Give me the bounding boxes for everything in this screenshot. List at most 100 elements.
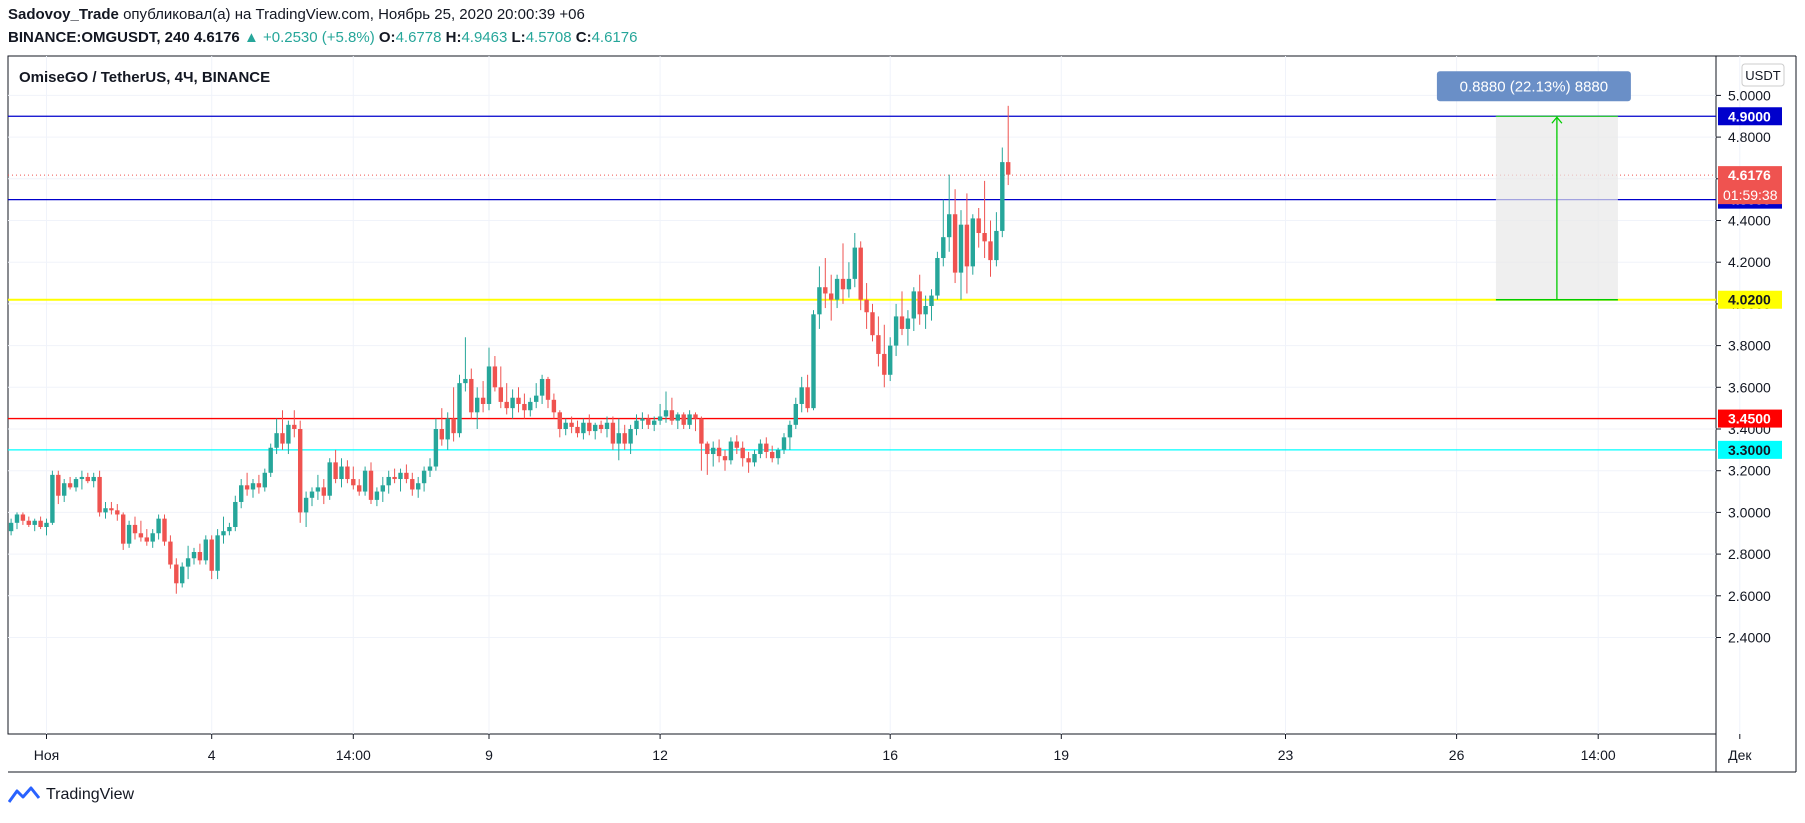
candle	[50, 470, 55, 525]
candle-body	[781, 437, 787, 450]
candle-body	[362, 470, 368, 492]
candle	[628, 424, 633, 455]
candle-body	[610, 422, 616, 444]
candle	[557, 410, 562, 438]
currency-badge[interactable]	[1741, 63, 1785, 87]
candle-body	[469, 378, 474, 413]
candle-body	[486, 366, 492, 404]
level-label-bg-support-4.02	[1718, 290, 1782, 309]
candle	[917, 274, 922, 325]
candle	[73, 476, 79, 492]
level-label-bg-support-3.30	[1718, 440, 1782, 459]
candle-body	[551, 399, 557, 413]
candle	[351, 466, 356, 490]
candle	[988, 220, 993, 277]
candle	[180, 562, 185, 588]
candle-body	[150, 533, 155, 542]
low-value: 4.5708	[525, 29, 572, 46]
tradingview-logo[interactable]: TradingView	[8, 786, 134, 804]
candle-body	[380, 485, 385, 492]
candle-body	[268, 447, 273, 473]
candle-body	[91, 476, 96, 482]
candle-body	[557, 412, 562, 429]
candle-body	[280, 433, 285, 444]
candle-body	[829, 293, 834, 300]
candle-body	[168, 541, 173, 565]
author-name[interactable]: Sadovoy_Trade	[8, 6, 119, 23]
candle	[439, 408, 444, 446]
candle-body	[764, 443, 769, 452]
candle	[817, 266, 822, 329]
candle-body	[392, 476, 397, 480]
candle-body	[333, 462, 338, 480]
time-tick-label: 16	[882, 747, 898, 763]
candle	[858, 241, 863, 311]
candle-body	[298, 429, 303, 513]
candle	[793, 397, 798, 429]
candle-body	[811, 314, 816, 409]
candle	[392, 468, 397, 484]
candle-body	[834, 278, 840, 300]
candle-body	[669, 410, 675, 421]
price-tick-label: 3.0000	[1728, 504, 1771, 520]
candle-body	[421, 470, 427, 484]
candle	[221, 516, 226, 544]
candle-body	[262, 472, 267, 488]
candle-body	[445, 418, 450, 440]
candle	[593, 422, 598, 440]
candle-body	[657, 416, 663, 421]
candle	[510, 389, 515, 419]
candle-body	[233, 501, 238, 527]
candle-body	[593, 424, 598, 432]
candle-body	[374, 491, 380, 500]
candle-body	[73, 479, 79, 488]
price-tick-label: 4.4000	[1728, 213, 1771, 229]
candle-body	[758, 443, 763, 455]
candle	[899, 291, 905, 336]
candle-body	[368, 470, 374, 500]
candle-body	[640, 418, 645, 421]
price-range-measure[interactable]: 0.8880 (22.13%) 8880	[1436, 71, 1631, 301]
price-tick-label: 4.8000	[1728, 129, 1771, 145]
level-label-bg-support-3.45	[1718, 409, 1782, 428]
candle	[374, 487, 380, 507]
candle	[1000, 147, 1005, 238]
candle	[8, 518, 14, 536]
candle	[197, 543, 203, 565]
candle-body	[38, 520, 43, 527]
candle-body	[327, 462, 332, 496]
candle-body	[598, 424, 604, 429]
candle	[764, 437, 769, 459]
candle-body	[646, 418, 651, 425]
candle	[705, 441, 710, 475]
candle-body	[569, 422, 574, 427]
candle	[97, 470, 102, 517]
candle-body	[339, 466, 344, 480]
candle-body	[162, 518, 167, 542]
candle	[598, 420, 604, 434]
candle	[333, 449, 338, 484]
candle-body	[734, 441, 739, 448]
candle	[62, 479, 67, 502]
price-tick-label: 3.6000	[1728, 379, 1771, 395]
candle-body	[191, 552, 197, 559]
candle	[976, 207, 981, 248]
candle	[952, 189, 958, 284]
candle	[268, 443, 273, 477]
candle-body	[852, 247, 857, 279]
candle-body	[180, 566, 185, 584]
price-axis[interactable]: 2.40002.60002.80003.00003.20003.40003.60…	[1716, 87, 1782, 646]
candle	[103, 501, 108, 519]
candle	[85, 472, 90, 484]
candle	[805, 374, 810, 413]
candle	[233, 495, 238, 532]
candle	[209, 535, 214, 580]
candle	[911, 287, 916, 332]
candle-body	[439, 429, 444, 440]
candle	[681, 412, 686, 429]
candle-body	[427, 466, 433, 471]
candle-body	[699, 418, 704, 444]
